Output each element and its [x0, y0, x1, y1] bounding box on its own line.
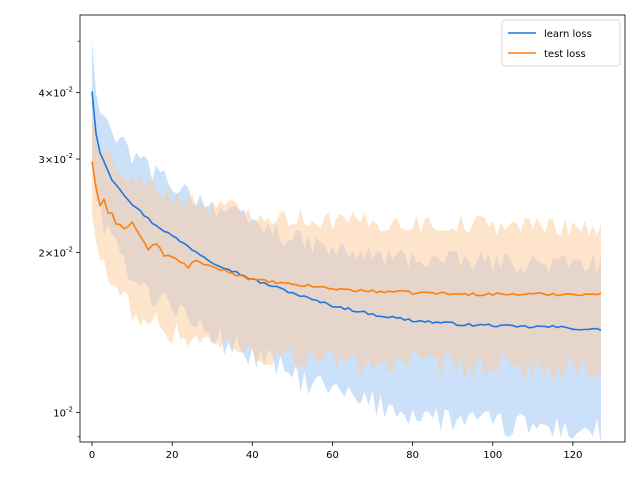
x-axis-ticks: 0 20 40 60 80 100 120 [89, 442, 582, 461]
y-tick-label: 10-2 [53, 406, 73, 420]
series-lines [91, 91, 602, 332]
x-tick-label: 0 [89, 450, 95, 461]
x-tick-label: 60 [326, 450, 339, 461]
x-tick-label: 100 [483, 450, 502, 461]
legend-label-test-loss: test loss [544, 49, 586, 60]
line-learn-loss [91, 91, 602, 332]
y-tick-label: 3×10-2 [39, 152, 73, 166]
y-tick-label: 2×10-2 [39, 246, 73, 260]
legend: learn loss test loss [501, 19, 621, 67]
x-tick-label: 120 [563, 450, 582, 461]
y-tick-label: 4×10-2 [39, 86, 73, 100]
line-test-loss [91, 161, 602, 297]
band-test-loss [92, 110, 601, 383]
legend-box [501, 19, 621, 67]
x-tick-label: 40 [246, 450, 259, 461]
y-axis-ticks: 10-2 2×10-2 3×10-2 4×10-2 [39, 40, 80, 438]
axes-frame [79, 14, 626, 443]
x-tick-label: 80 [406, 450, 419, 461]
legend-label-learn-loss: learn loss [544, 29, 592, 40]
x-tick-label: 20 [166, 450, 179, 461]
confidence-bands [92, 41, 601, 444]
